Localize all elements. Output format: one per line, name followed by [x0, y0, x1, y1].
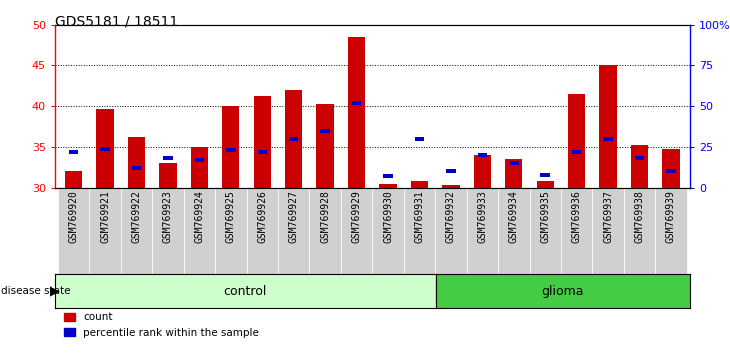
Bar: [624, 188, 656, 274]
Text: ▶: ▶: [50, 285, 59, 298]
Bar: [285, 90, 302, 188]
Bar: [258, 150, 267, 154]
Text: GSM769933: GSM769933: [477, 190, 488, 243]
Bar: [226, 148, 236, 152]
Text: GSM769920: GSM769920: [69, 190, 79, 243]
Bar: [635, 156, 645, 160]
Bar: [100, 147, 110, 150]
Legend: count, percentile rank within the sample: count, percentile rank within the sample: [60, 308, 263, 342]
Bar: [320, 129, 330, 133]
Text: GSM769936: GSM769936: [572, 190, 582, 243]
Bar: [96, 109, 114, 188]
Bar: [662, 149, 680, 188]
Bar: [404, 188, 435, 274]
Bar: [631, 145, 648, 188]
Bar: [383, 174, 393, 178]
Bar: [498, 188, 529, 274]
Bar: [604, 137, 613, 141]
Bar: [352, 101, 361, 105]
Text: GSM769927: GSM769927: [288, 190, 299, 243]
Bar: [131, 166, 141, 170]
Bar: [289, 137, 299, 141]
Bar: [58, 188, 89, 274]
Bar: [120, 188, 153, 274]
Text: disease state: disease state: [1, 286, 71, 296]
Bar: [509, 161, 518, 165]
Bar: [195, 158, 204, 162]
Text: GSM769934: GSM769934: [509, 190, 519, 243]
Bar: [474, 155, 491, 188]
Bar: [537, 181, 554, 188]
Bar: [215, 188, 247, 274]
Text: GSM769939: GSM769939: [666, 190, 676, 243]
Bar: [184, 188, 215, 274]
Bar: [435, 188, 466, 274]
Text: GSM769928: GSM769928: [320, 190, 330, 243]
Bar: [572, 150, 581, 154]
Text: GSM769924: GSM769924: [194, 190, 204, 243]
Bar: [666, 169, 676, 173]
Bar: [568, 94, 585, 188]
Text: control: control: [223, 285, 267, 298]
Text: GSM769921: GSM769921: [100, 190, 110, 243]
Bar: [65, 171, 82, 188]
Bar: [477, 153, 487, 157]
Bar: [599, 65, 617, 188]
Bar: [153, 188, 184, 274]
Bar: [411, 181, 428, 188]
Bar: [247, 188, 278, 274]
Bar: [317, 104, 334, 188]
Bar: [310, 188, 341, 274]
Bar: [191, 147, 208, 188]
Text: GSM769937: GSM769937: [603, 190, 613, 243]
Bar: [540, 172, 550, 177]
Bar: [222, 106, 239, 188]
Bar: [415, 137, 424, 141]
Bar: [278, 188, 310, 274]
Bar: [69, 150, 78, 154]
Bar: [380, 183, 396, 188]
Bar: [164, 156, 173, 160]
Text: GDS5181 / 18511: GDS5181 / 18511: [55, 14, 178, 28]
Text: GSM769935: GSM769935: [540, 190, 550, 243]
Bar: [159, 163, 177, 188]
Text: GSM769930: GSM769930: [383, 190, 393, 243]
Text: GSM769925: GSM769925: [226, 190, 236, 243]
Text: GSM769926: GSM769926: [257, 190, 267, 243]
Bar: [341, 188, 372, 274]
Text: GSM769923: GSM769923: [163, 190, 173, 243]
Bar: [442, 185, 460, 188]
Bar: [128, 137, 145, 188]
Text: GSM769938: GSM769938: [634, 190, 645, 243]
Bar: [348, 37, 365, 188]
Text: glioma: glioma: [542, 285, 584, 298]
Bar: [561, 188, 592, 274]
Text: GSM769931: GSM769931: [415, 190, 424, 243]
Bar: [446, 169, 456, 173]
Bar: [372, 188, 404, 274]
Bar: [656, 188, 687, 274]
Text: GSM769929: GSM769929: [352, 190, 361, 243]
Bar: [253, 96, 271, 188]
Bar: [505, 159, 523, 188]
Text: GSM769932: GSM769932: [446, 190, 456, 243]
Bar: [466, 188, 498, 274]
Bar: [529, 188, 561, 274]
Text: GSM769922: GSM769922: [131, 190, 142, 243]
Bar: [592, 188, 624, 274]
Bar: [89, 188, 120, 274]
